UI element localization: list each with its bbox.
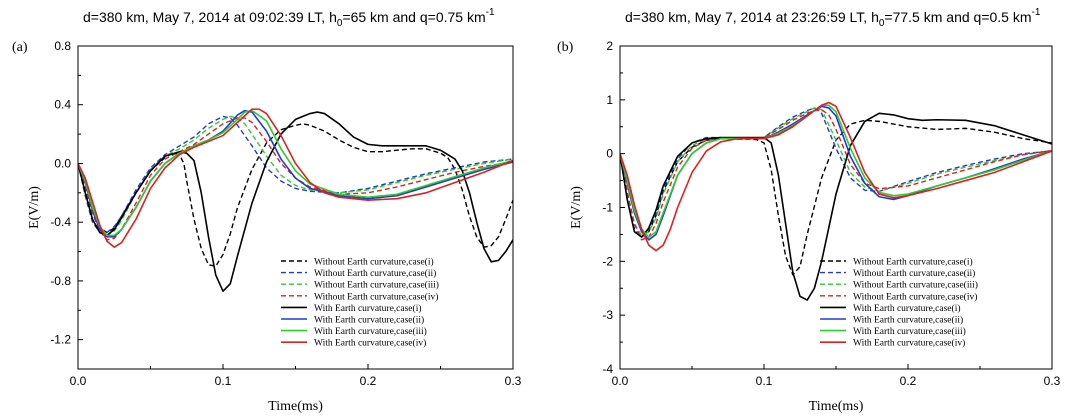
chart-title: d=380 km, May 7, 2014 at 23:26:59 LT, h0… — [625, 7, 1041, 29]
series-group — [78, 108, 513, 292]
y-tick-label: -3 — [602, 308, 613, 322]
x-tick-label: 0.3 — [1044, 374, 1061, 388]
title-superscript: -1 — [486, 7, 495, 18]
legend-entry-label: Without Earth curvature,case(iii) — [314, 280, 439, 291]
panel-label: (b) — [557, 40, 574, 55]
y-tick-label: -1.2 — [50, 333, 71, 347]
title-text: =65 km and q=0.75 km — [342, 9, 485, 25]
legend: Without Earth curvature,case(i)Without E… — [820, 257, 978, 349]
title-superscript: -1 — [1032, 7, 1041, 18]
title-subscript: 0 — [337, 18, 343, 29]
legend-entry-label: With Earth curvature,case(i) — [853, 303, 961, 314]
y-tick-label: 1 — [606, 93, 613, 107]
x-axis-label: Time(ms) — [809, 399, 864, 414]
title-text: =77.5 km and q=0.5 km — [884, 9, 1031, 25]
x-tick-label: 0.1 — [215, 374, 232, 388]
x-tick-label: 0.0 — [612, 374, 629, 388]
chart-panel-a: d=380 km, May 7, 2014 at 09:02:39 LT, h0… — [12, 7, 522, 414]
legend: Without Earth curvature,case(i)Without E… — [281, 257, 439, 349]
series-line-7 — [78, 109, 513, 237]
series-line-1 — [620, 119, 1052, 276]
series-line-5 — [620, 112, 1052, 301]
legend-entry-label: Without Earth curvature,case(i) — [853, 257, 973, 268]
series-line-4 — [78, 117, 513, 241]
legend-entry-label: With Earth curvature,case(i) — [314, 303, 422, 314]
series-line-3 — [620, 107, 1052, 237]
y-tick-label: -0.4 — [50, 215, 71, 229]
y-tick-label: -0.8 — [50, 274, 71, 288]
title-text: d=380 km, May 7, 2014 at 23:26:59 LT, h — [625, 9, 879, 25]
legend-entry-label: With Earth curvature,case(iii) — [853, 326, 966, 337]
y-tick-label: 2 — [606, 39, 613, 53]
series-line-3 — [78, 115, 513, 237]
y-tick-label: -1 — [602, 201, 613, 215]
y-tick-label: -2 — [602, 254, 613, 268]
series-line-8 — [78, 108, 513, 248]
legend-entry-label: With Earth curvature,case(iii) — [314, 326, 427, 337]
x-tick-label: 0.2 — [900, 374, 917, 388]
y-tick-label: 0.8 — [54, 39, 71, 53]
series-group — [620, 101, 1052, 301]
y-axis-label: E(V/m) — [569, 186, 584, 229]
series-line-6 — [78, 109, 513, 238]
chart-panel-b: d=380 km, May 7, 2014 at 23:26:59 LT, h0… — [557, 7, 1061, 414]
x-tick-label: 0.3 — [505, 374, 522, 388]
legend-entry-label: With Earth curvature,case(iv) — [853, 338, 965, 349]
legend-entry-label: Without Earth curvature,case(iv) — [853, 291, 977, 302]
legend-entry-label: With Earth curvature,case(ii) — [314, 315, 424, 326]
legend-entry-label: Without Earth curvature,case(iii) — [853, 280, 978, 291]
title-text: d=380 km, May 7, 2014 at 09:02:39 LT, h — [83, 9, 337, 25]
y-tick-label: 0.0 — [54, 156, 71, 170]
x-tick-label: 0.1 — [756, 374, 773, 388]
legend-entry-label: With Earth curvature,case(iv) — [314, 338, 426, 349]
x-tick-label: 0.0 — [70, 374, 87, 388]
y-tick-label: 0.4 — [54, 98, 71, 112]
chart-title: d=380 km, May 7, 2014 at 09:02:39 LT, h0… — [83, 7, 495, 29]
panel-label: (a) — [12, 40, 28, 55]
legend-entry-label: Without Earth curvature,case(ii) — [314, 268, 436, 279]
x-axis-label: Time(ms) — [268, 399, 323, 414]
series-line-8 — [620, 101, 1052, 252]
legend-entry-label: Without Earth curvature,case(iv) — [314, 291, 438, 302]
legend-entry-label: Without Earth curvature,case(i) — [314, 257, 434, 268]
y-axis-label: E(V/m) — [27, 186, 42, 229]
series-line-6 — [620, 105, 1052, 241]
series-line-7 — [620, 104, 1052, 238]
plot-frame — [619, 45, 1053, 370]
y-tick-label: 0 — [606, 147, 613, 161]
plot-frame — [77, 45, 514, 370]
legend-entry-label: With Earth curvature,case(ii) — [853, 315, 963, 326]
title-subscript: 0 — [879, 18, 885, 29]
y-tick-label: -4 — [602, 362, 613, 376]
series-line-2 — [620, 107, 1052, 238]
legend-entry-label: Without Earth curvature,case(ii) — [853, 268, 975, 279]
series-line-5 — [78, 111, 513, 292]
x-tick-label: 0.2 — [360, 374, 377, 388]
series-line-2 — [78, 115, 513, 234]
